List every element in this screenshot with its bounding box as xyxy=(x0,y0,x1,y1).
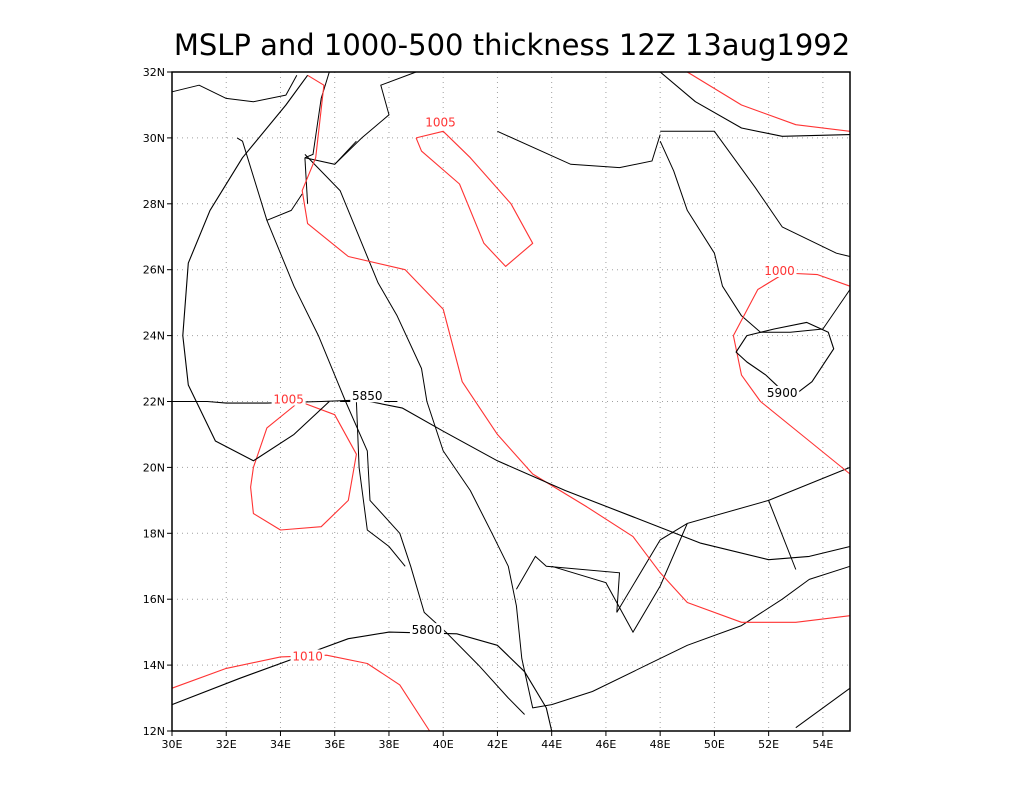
coastline xyxy=(236,137,303,221)
lat-tick-labels: 12N 14N 16N 18N 20N 22N 24N 26N 28N 30N 32N xyxy=(143,66,172,738)
lon-tick-label: 32E xyxy=(216,738,237,751)
thickness-contour-label-bg xyxy=(765,385,800,399)
mslp-contour-label: 1005 xyxy=(273,393,304,407)
lat-tick-label: 24N xyxy=(143,330,165,343)
coastline xyxy=(660,130,851,257)
coastline xyxy=(304,154,851,709)
lon-tick-label: 40E xyxy=(433,738,454,751)
lon-tick-label: 52E xyxy=(758,738,779,751)
lon-tick-label: 30E xyxy=(162,738,183,751)
lon-tick-label: 42E xyxy=(487,738,508,751)
mslp-contour-line xyxy=(171,654,431,732)
mslp-contour-line xyxy=(250,400,357,531)
mslp-contour-label: 1000 xyxy=(764,264,795,278)
thickness-contour-line xyxy=(659,71,851,137)
mslp-contour-label-bg xyxy=(423,115,458,129)
lat-tick-label: 12N xyxy=(143,725,165,738)
border-line xyxy=(304,71,417,165)
border-line xyxy=(334,140,357,165)
mslp-contour-label-bg xyxy=(271,392,306,406)
thickness-contour-line xyxy=(172,399,851,561)
lat-tick-label: 22N xyxy=(143,396,165,409)
thickness-contour-line xyxy=(182,74,330,462)
lat-tick-label: 32N xyxy=(143,66,165,79)
coastline xyxy=(266,220,525,715)
lat-tick-label: 14N xyxy=(143,659,165,672)
lat-tick-label: 28N xyxy=(143,198,165,211)
grid-lines xyxy=(172,72,850,731)
coastline xyxy=(795,687,851,729)
border-line xyxy=(515,522,688,613)
coastlines xyxy=(171,75,851,729)
border-line xyxy=(497,130,661,169)
lon-tick-label: 50E xyxy=(704,738,725,751)
mslp-contour-line xyxy=(732,272,851,336)
mslp-contour-line xyxy=(732,335,851,475)
border-line xyxy=(355,401,406,567)
coastline xyxy=(659,140,851,333)
lon-tick-label: 44E xyxy=(541,738,562,751)
mslp-contour-line xyxy=(301,74,851,623)
mslp-contour-label-bg xyxy=(762,263,797,277)
country-borders xyxy=(304,71,851,634)
mslp-contours xyxy=(171,71,851,732)
mslp-contour-line xyxy=(415,130,534,267)
lon-tick-label: 46E xyxy=(595,738,616,751)
mslp-contour-line xyxy=(687,71,851,132)
border-line xyxy=(768,466,851,501)
lon-tick-label: 38E xyxy=(378,738,399,751)
mslp-contour-label: 1010 xyxy=(292,650,323,664)
lat-tick-label: 20N xyxy=(143,461,165,474)
lat-tick-label: 30N xyxy=(143,132,165,145)
lon-tick-label: 48E xyxy=(650,738,671,751)
lat-tick-label: 18N xyxy=(143,527,165,540)
lat-tick-label: 16N xyxy=(143,593,165,606)
coastline xyxy=(171,75,298,103)
thickness-contour-label: 5800 xyxy=(412,623,443,637)
lat-tick-label: 26N xyxy=(143,264,165,277)
border-line xyxy=(551,499,797,634)
lon-tick-label: 34E xyxy=(270,738,291,751)
thickness-contour-label: 5850 xyxy=(352,389,383,403)
thickness-contour-line xyxy=(735,321,835,399)
chart-title: MSLP and 1000-500 thickness 12Z 13aug199… xyxy=(174,28,850,62)
thickness-contour-line xyxy=(171,631,553,732)
thickness-contour-label: 5900 xyxy=(767,386,798,400)
border-line xyxy=(304,71,330,159)
mslp-contour-label-bg xyxy=(290,649,325,663)
mslp-contour-label: 1005 xyxy=(425,116,456,130)
thickness-contour-label-bg xyxy=(350,389,385,403)
contour-labels: 1005 1005 1010 1000 5850 5800 5900 xyxy=(271,115,800,664)
lon-tick-labels: 30E 32E 34E 36E 38E 40E 42E 44E 46E 48E 50E 52E 54E xyxy=(162,731,833,751)
lon-tick-label: 54E xyxy=(812,738,833,751)
thickness-contour-label-bg xyxy=(409,623,444,637)
lon-tick-label: 36E xyxy=(324,738,345,751)
